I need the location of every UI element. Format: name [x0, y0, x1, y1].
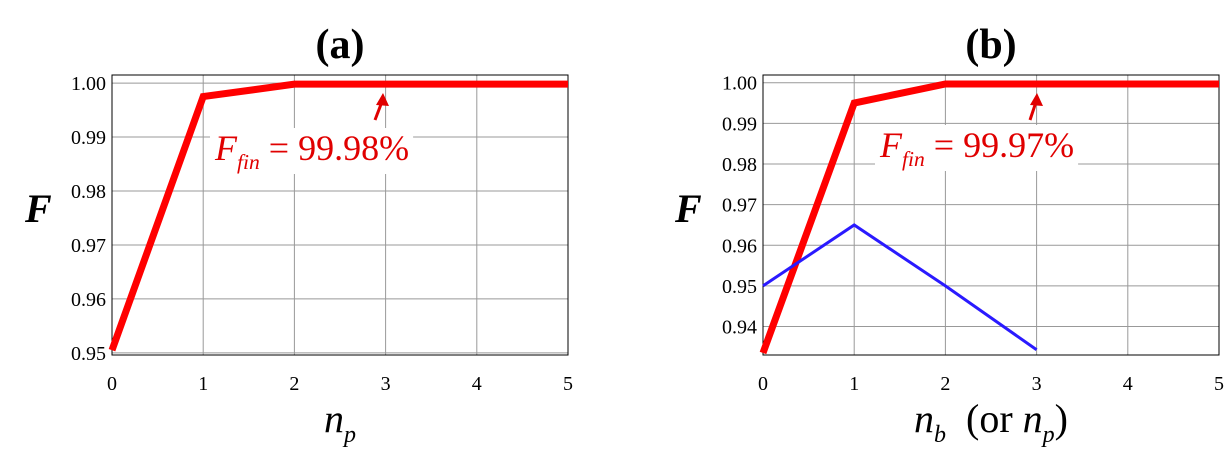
y-tick-label: 0.97	[71, 235, 106, 257]
y-tick-label: 0.96	[71, 289, 106, 311]
text-segment: F	[879, 125, 903, 165]
y-tick-label: 1.00	[71, 73, 106, 95]
text-segment: p	[342, 422, 356, 448]
y-tick-label: 0.95	[722, 276, 757, 298]
chart-title: (a)	[316, 22, 365, 68]
text-segment: = 99.97%	[925, 125, 1074, 165]
y-tick-label: 1.00	[722, 73, 757, 95]
x-tick-label: 0	[758, 373, 768, 395]
x-tick-label: 5	[563, 373, 573, 395]
y-tick-label: 0.98	[71, 181, 106, 203]
text-segment: n	[324, 396, 344, 441]
data-line	[759, 80, 1219, 355]
annotation-background	[210, 128, 414, 174]
y-axis-label: F	[24, 186, 52, 231]
text-segment: p	[1041, 422, 1055, 448]
x-tick-label: 4	[1123, 373, 1133, 395]
annotation: Ffin = 99.97%	[879, 125, 1074, 171]
text-segment: (or	[946, 396, 1023, 441]
annotation-background	[875, 125, 1079, 171]
plot-frame	[762, 74, 1220, 356]
text-segment: = 99.98%	[260, 128, 409, 168]
y-tick-label: 0.99	[71, 127, 106, 149]
x-tick-label: 4	[472, 373, 482, 395]
text-segment: F	[214, 128, 238, 168]
text-segment: b	[934, 422, 946, 448]
x-tick-label: 5	[1214, 373, 1224, 395]
text-segment: fin	[237, 150, 260, 174]
y-tick-label: 0.99	[722, 113, 757, 135]
chart-title: (b)	[965, 22, 1016, 68]
y-tick-label: 0.95	[71, 343, 106, 365]
plot-frame	[111, 74, 569, 356]
arrow-head	[1030, 93, 1043, 106]
arrow-head	[376, 93, 389, 106]
x-tick-label: 1	[849, 373, 859, 395]
text-segment: )	[1055, 396, 1068, 441]
x-tick-label: 0	[107, 373, 117, 395]
y-tick-label: 0.94	[722, 317, 757, 339]
y-tick-label: 0.97	[722, 195, 757, 217]
data-line	[762, 223, 1038, 351]
x-tick-label: 1	[198, 373, 208, 395]
x-tick-label: 2	[940, 373, 950, 395]
text-segment: n	[914, 396, 934, 441]
x-tick-label: 2	[289, 373, 299, 395]
annotation: Ffin = 99.98%	[214, 128, 409, 174]
text-segment: n	[1023, 396, 1043, 441]
y-axis-label: F	[674, 186, 702, 231]
x-axis-label: np	[324, 396, 356, 448]
y-tick-label: 0.96	[722, 235, 757, 257]
x-tick-label: 3	[1032, 373, 1042, 395]
data-line	[108, 80, 568, 352]
y-tick-label: 0.98	[722, 154, 757, 176]
x-tick-label: 3	[381, 373, 391, 395]
x-axis-label: nb (or np)	[914, 396, 1068, 448]
text-segment: fin	[902, 147, 925, 171]
